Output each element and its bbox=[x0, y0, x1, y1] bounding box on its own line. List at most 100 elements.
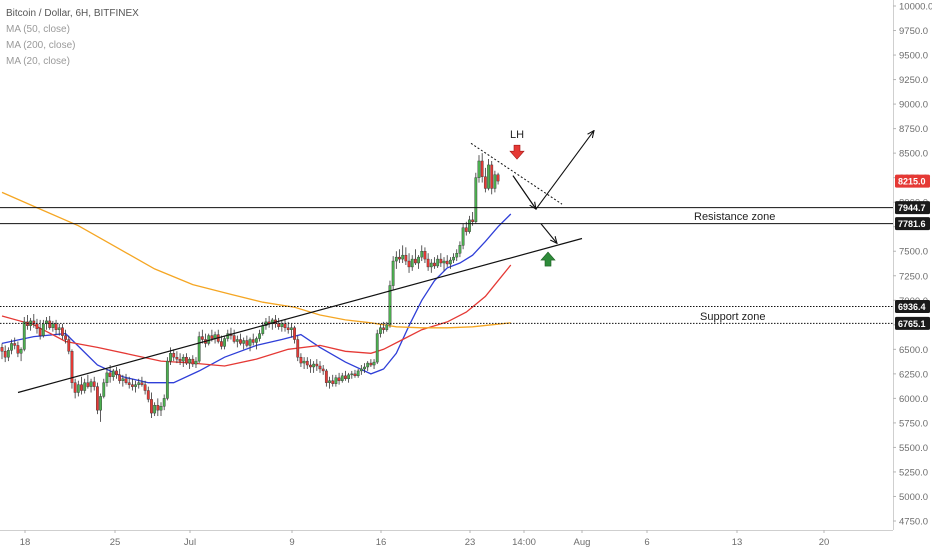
candle-bearish bbox=[464, 227, 468, 232]
candle-bullish bbox=[261, 325, 265, 334]
candle-bullish bbox=[51, 323, 55, 328]
price-tick-label: 5250.0 bbox=[899, 467, 928, 478]
candle-bearish bbox=[48, 320, 52, 328]
price-tick-label: 6250.0 bbox=[899, 369, 928, 380]
candle-bearish bbox=[324, 370, 328, 383]
candle-bullish bbox=[448, 259, 452, 265]
price-tick-label: 7500.0 bbox=[899, 247, 928, 258]
level-badge-text: 6765.1 bbox=[898, 319, 926, 329]
candle-bearish bbox=[64, 335, 68, 340]
candle-bullish bbox=[442, 260, 446, 264]
candle-bullish bbox=[188, 358, 192, 364]
trend-drawings bbox=[17, 131, 594, 394]
ma50-line bbox=[1, 264, 512, 367]
candle-bearish bbox=[426, 258, 430, 268]
price-tick-label: 9750.0 bbox=[899, 26, 928, 37]
candle-bearish bbox=[118, 374, 122, 381]
candle-bearish bbox=[178, 358, 182, 362]
candle-bullish bbox=[121, 378, 125, 381]
candle-bullish bbox=[162, 398, 166, 407]
ma20-legend: MA (20, close) bbox=[6, 56, 70, 67]
candle-bearish bbox=[108, 372, 112, 377]
candle-bearish bbox=[80, 384, 83, 391]
candle-bearish bbox=[490, 164, 494, 189]
price-tick-label: 6000.0 bbox=[899, 394, 928, 405]
candle-bearish bbox=[331, 380, 335, 384]
candle-bullish bbox=[45, 320, 48, 325]
candle-bullish bbox=[270, 319, 274, 325]
candle-bearish bbox=[220, 341, 223, 347]
candle-bearish bbox=[3, 351, 7, 358]
price-tick-label: 5000.0 bbox=[899, 492, 928, 503]
time-tick-label: 16 bbox=[376, 537, 387, 548]
candle-bullish bbox=[420, 251, 424, 258]
candle-bearish bbox=[480, 160, 484, 177]
candle-bullish bbox=[350, 373, 354, 376]
symbol-title: Bitcoin / Dollar, 6H, BITFINEX bbox=[6, 8, 139, 19]
candle-bullish bbox=[487, 164, 490, 189]
candle-bearish bbox=[414, 258, 417, 264]
candle-bullish bbox=[6, 350, 10, 358]
price-axis: 10000.0 9750.0 9500.0 9250.0 9000.0 8750.0 850… bbox=[893, 0, 932, 550]
candle-bullish bbox=[493, 174, 497, 189]
candle-bullish bbox=[105, 372, 109, 383]
candle-bearish bbox=[54, 323, 58, 330]
ma50-legend: MA (50, close) bbox=[6, 24, 70, 35]
candle-bullish bbox=[197, 336, 201, 362]
candle-bearish bbox=[73, 382, 77, 393]
candle-bullish bbox=[111, 370, 115, 377]
candle-bearish bbox=[309, 364, 312, 368]
candle-bullish bbox=[254, 338, 258, 343]
candle-bearish bbox=[0, 347, 4, 352]
time-tick-label: Aug bbox=[574, 537, 591, 548]
candle-bearish bbox=[35, 323, 39, 329]
candle-bearish bbox=[318, 365, 322, 370]
candle-bullish bbox=[41, 323, 45, 336]
time-tick-label: 20 bbox=[819, 537, 830, 548]
buy-signal-arrow-icon bbox=[540, 251, 556, 267]
level-badge-background bbox=[895, 201, 930, 215]
ma200-line bbox=[1, 191, 511, 329]
candle-bullish bbox=[461, 227, 465, 246]
candle-bullish bbox=[280, 323, 284, 327]
candlesticks bbox=[0, 153, 500, 422]
time-tick-label: 18 bbox=[20, 537, 31, 548]
current-price-badge-background bbox=[895, 174, 930, 188]
candle-bearish bbox=[130, 384, 134, 387]
candle-bullish bbox=[264, 321, 268, 326]
candle-bullish bbox=[159, 406, 163, 411]
candle-bullish bbox=[258, 333, 261, 339]
candle-bearish bbox=[92, 381, 96, 387]
candle-bearish bbox=[293, 327, 296, 340]
candle-bullish bbox=[328, 380, 331, 383]
candle-bullish bbox=[289, 327, 293, 330]
time-tick-label: 13 bbox=[732, 537, 743, 548]
candle-bullish bbox=[223, 338, 226, 347]
time-tick-label: 25 bbox=[110, 537, 121, 548]
ma20-line bbox=[1, 213, 512, 384]
candle-bearish bbox=[283, 323, 287, 328]
candle-bearish bbox=[321, 368, 325, 372]
candle-bearish bbox=[26, 321, 29, 326]
plot-background bbox=[0, 0, 893, 530]
support-zone-label: Support zone bbox=[700, 311, 765, 323]
candle-bullish bbox=[347, 374, 351, 379]
candle-bearish bbox=[32, 320, 36, 325]
candle-bearish bbox=[124, 378, 128, 383]
candle-bearish bbox=[140, 382, 144, 385]
candle-bullish bbox=[134, 384, 137, 387]
chart-grid bbox=[0, 0, 893, 530]
candle-bearish bbox=[423, 251, 427, 260]
candle-bullish bbox=[455, 252, 459, 258]
candle-bearish bbox=[305, 360, 309, 366]
candle-bullish bbox=[76, 384, 80, 393]
candle-bearish bbox=[404, 254, 408, 262]
candle-bullish bbox=[102, 382, 106, 397]
candle-bearish bbox=[70, 351, 74, 383]
price-tick-label: 6500.0 bbox=[899, 345, 928, 356]
chart-legend: Bitcoin / Dollar, 6H, BITFINEX MA (50, c… bbox=[6, 6, 139, 70]
price-tick-label: 7250.0 bbox=[899, 271, 928, 282]
candle-bearish bbox=[175, 356, 179, 360]
candle-bearish bbox=[16, 345, 20, 354]
